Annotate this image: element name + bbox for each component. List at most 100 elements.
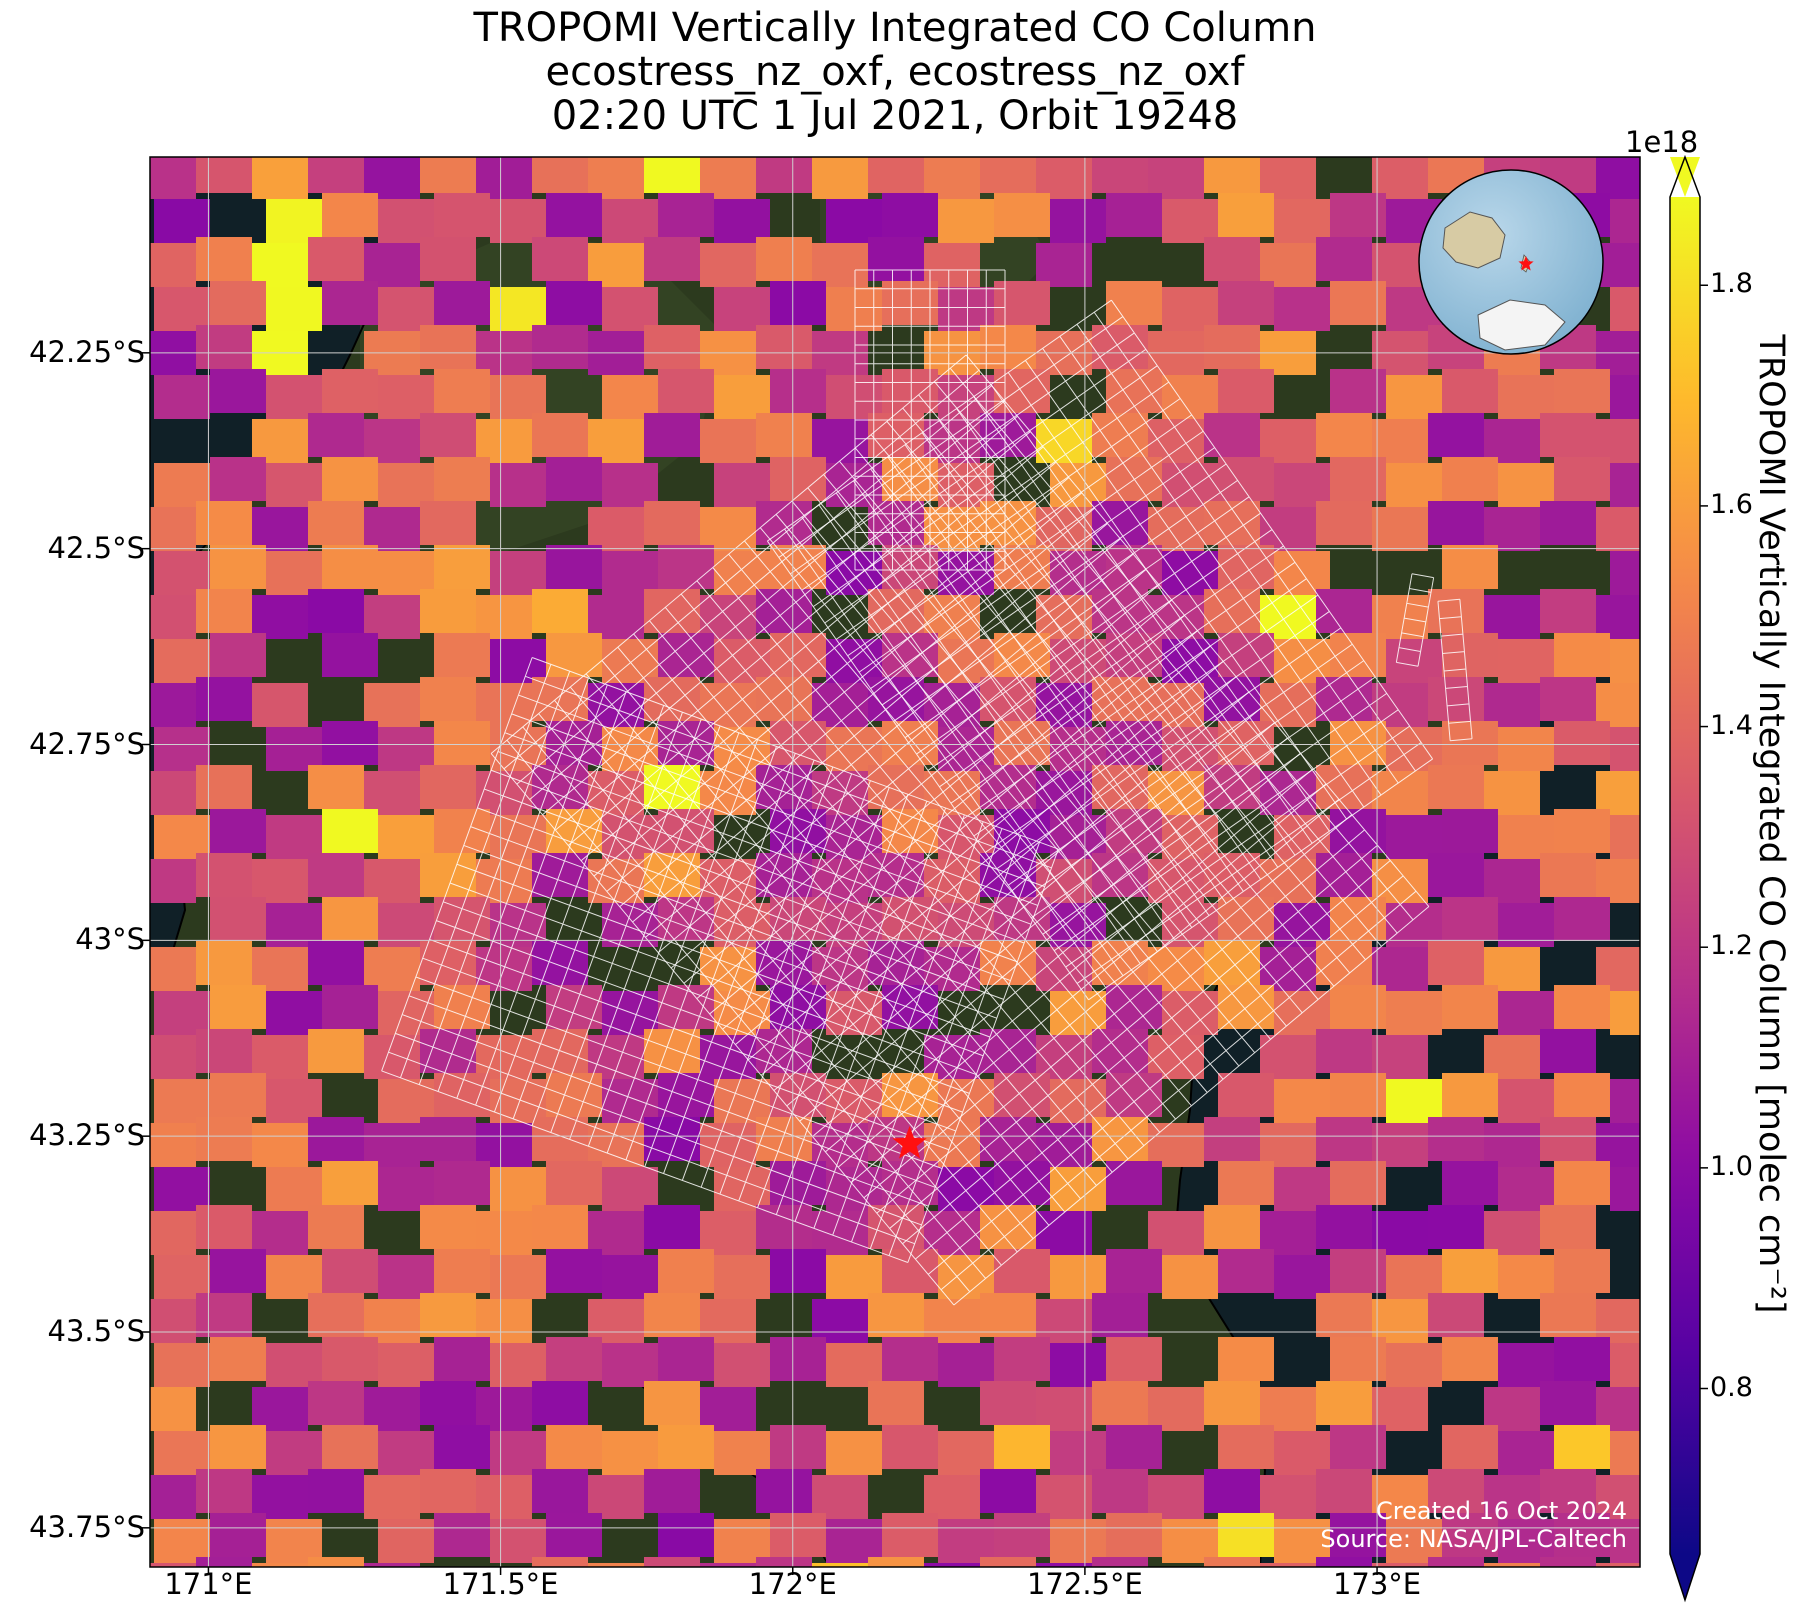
co-pixel bbox=[210, 1249, 266, 1293]
co-pixel bbox=[1092, 1381, 1148, 1425]
co-pixel bbox=[658, 1513, 714, 1557]
co-pixel bbox=[420, 501, 476, 545]
co-pixel bbox=[924, 157, 980, 199]
co-pixel bbox=[378, 287, 434, 331]
co-pixel bbox=[1050, 1255, 1106, 1299]
co-pixel bbox=[770, 1337, 826, 1381]
co-pixel bbox=[1372, 859, 1428, 903]
co-pixel bbox=[434, 457, 490, 501]
co-pixel bbox=[308, 853, 364, 897]
co-pixel bbox=[252, 157, 308, 199]
co-pixel-layer bbox=[150, 157, 1640, 1610]
co-pixel bbox=[420, 1293, 476, 1337]
co-pixel bbox=[1218, 1073, 1274, 1117]
co-pixel bbox=[714, 551, 770, 595]
co-pixel bbox=[1218, 281, 1274, 325]
co-pixel bbox=[1372, 507, 1428, 551]
co-pixel bbox=[1498, 815, 1554, 859]
lat-tick-label: 42.75°S bbox=[29, 726, 145, 761]
co-pixel bbox=[1204, 237, 1260, 281]
co-pixel bbox=[1484, 1123, 1540, 1167]
co-pixel bbox=[266, 551, 322, 595]
co-pixel bbox=[546, 281, 602, 325]
co-pixel bbox=[714, 199, 770, 243]
co-pixel bbox=[322, 457, 378, 501]
site-marker-star bbox=[892, 1126, 927, 1159]
co-pixel bbox=[1610, 815, 1640, 859]
co-pixel bbox=[1386, 639, 1442, 683]
co-pixel bbox=[700, 1123, 756, 1167]
co-pixel bbox=[378, 551, 434, 595]
co-pixel bbox=[532, 1205, 588, 1249]
co-pixel bbox=[882, 1513, 938, 1557]
colorbar-exponent: 1e18 bbox=[1625, 125, 1699, 159]
co-pixel bbox=[1386, 375, 1442, 419]
co-pixel bbox=[1106, 985, 1162, 1029]
co-pixel bbox=[1428, 1205, 1484, 1249]
co-pixel bbox=[434, 809, 490, 853]
co-pixel bbox=[150, 1475, 196, 1519]
co-pixel bbox=[826, 1431, 882, 1475]
colorbar-gradient bbox=[1670, 197, 1700, 1554]
co-pixel bbox=[1484, 1035, 1540, 1079]
co-pixel bbox=[1484, 771, 1540, 815]
co-pixel bbox=[658, 193, 714, 237]
co-pixel bbox=[476, 1387, 532, 1431]
co-pixel bbox=[938, 1343, 994, 1387]
co-pixel bbox=[1050, 1079, 1106, 1123]
co-pixel bbox=[1260, 507, 1316, 551]
co-pixel bbox=[210, 1337, 266, 1381]
co-pixel bbox=[1260, 859, 1316, 903]
co-pixel bbox=[1428, 941, 1484, 985]
co-pixel bbox=[476, 1211, 532, 1255]
co-pixel bbox=[434, 1513, 490, 1557]
co-pixel bbox=[714, 639, 770, 683]
co-pixel bbox=[1428, 501, 1484, 545]
co-pixel bbox=[980, 1293, 1036, 1337]
co-pixel bbox=[644, 413, 700, 457]
footprint-swath bbox=[766, 299, 1434, 1001]
co-pixel bbox=[1036, 1299, 1092, 1343]
co-pixel bbox=[196, 1117, 252, 1161]
co-pixel bbox=[322, 721, 378, 765]
co-pixel bbox=[1540, 1117, 1596, 1161]
co-pixel bbox=[756, 1029, 812, 1073]
co-pixel bbox=[1092, 325, 1148, 369]
co-pixel bbox=[1498, 903, 1554, 947]
co-pixel bbox=[420, 1029, 476, 1073]
co-pixel bbox=[546, 193, 602, 237]
co-pixel bbox=[476, 1123, 532, 1167]
co-pixel bbox=[1260, 595, 1316, 639]
co-pixel bbox=[1316, 1381, 1372, 1425]
co-pixel bbox=[1554, 633, 1610, 677]
co-pixel bbox=[1162, 287, 1218, 331]
co-pixel bbox=[1204, 1117, 1260, 1161]
co-pixel bbox=[322, 985, 378, 1029]
footprint-swath bbox=[1395, 573, 1435, 667]
co-pixel bbox=[1484, 859, 1540, 903]
co-pixel bbox=[434, 1161, 490, 1205]
co-pixel bbox=[1036, 243, 1092, 287]
co-pixel bbox=[826, 639, 882, 683]
co-pixel bbox=[434, 369, 490, 413]
co-pixel bbox=[644, 853, 700, 897]
co-pixel bbox=[476, 1035, 532, 1079]
co-pixel bbox=[882, 193, 938, 237]
co-pixel bbox=[1316, 1029, 1372, 1073]
co-pixel bbox=[980, 941, 1036, 985]
co-pixel bbox=[490, 1519, 546, 1563]
co-pixel bbox=[1106, 1513, 1162, 1557]
credit-source: Source: NASA/JPL-Caltech bbox=[1320, 1525, 1627, 1553]
co-pixel bbox=[252, 947, 308, 991]
co-pixel bbox=[266, 1519, 322, 1563]
lat-tick-label: 43.75°S bbox=[29, 1509, 145, 1544]
co-pixel bbox=[420, 853, 476, 897]
co-pixel bbox=[994, 1601, 1050, 1610]
co-pixel bbox=[994, 1249, 1050, 1293]
co-pixel bbox=[196, 237, 252, 281]
co-pixel bbox=[868, 157, 924, 193]
co-pixel bbox=[644, 1029, 700, 1073]
co-pixel bbox=[1162, 199, 1218, 243]
co-pixel bbox=[210, 809, 266, 853]
co-pixel bbox=[1036, 1211, 1092, 1255]
